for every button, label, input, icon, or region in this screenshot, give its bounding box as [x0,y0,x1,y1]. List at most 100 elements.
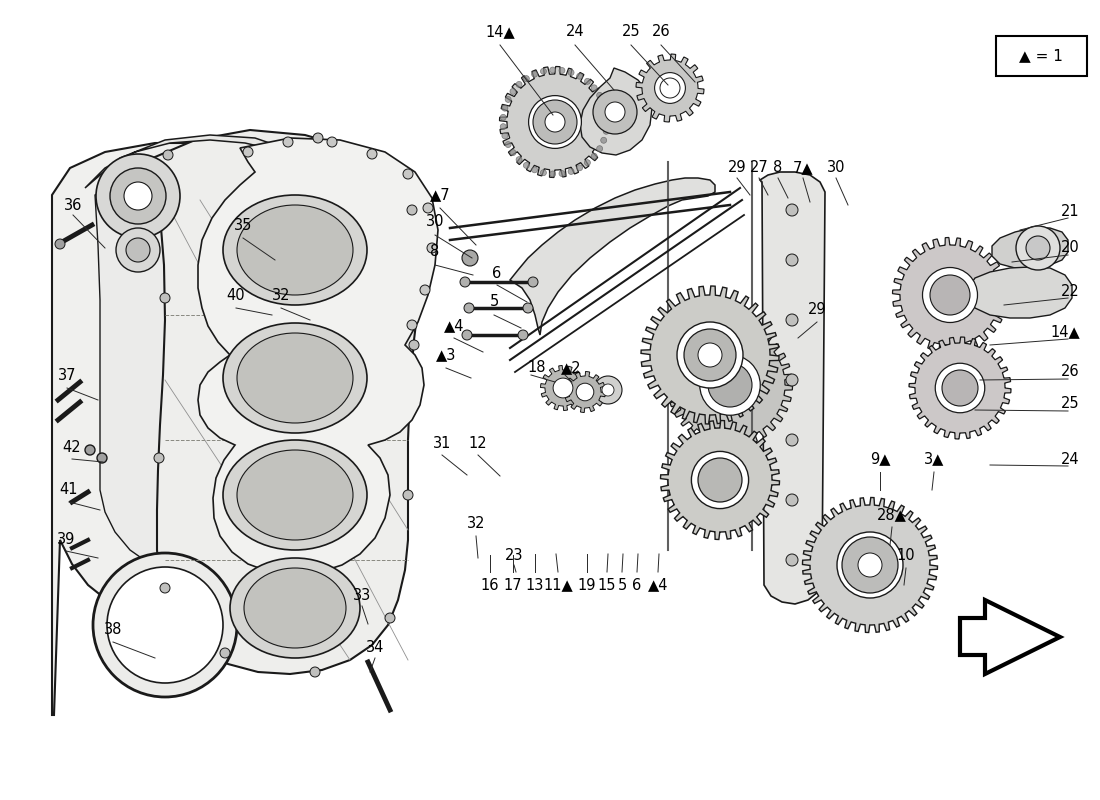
Circle shape [584,160,591,166]
Circle shape [94,553,236,697]
Text: 9▲: 9▲ [870,451,890,466]
Circle shape [407,205,417,215]
Ellipse shape [244,568,346,648]
Circle shape [518,330,528,340]
Circle shape [243,147,253,157]
Circle shape [510,89,516,94]
Circle shape [516,157,522,162]
Ellipse shape [236,333,353,423]
Circle shape [708,363,752,407]
Circle shape [116,228,160,272]
Circle shape [96,154,180,238]
Circle shape [85,445,95,455]
Circle shape [283,137,293,147]
Circle shape [403,490,412,500]
Polygon shape [540,366,585,410]
Circle shape [220,648,230,658]
Polygon shape [803,498,937,633]
Circle shape [698,458,742,502]
Text: 35: 35 [234,218,252,234]
Circle shape [591,85,597,90]
Circle shape [593,90,637,134]
Circle shape [591,154,597,159]
Circle shape [516,82,522,87]
Circle shape [559,170,565,177]
Circle shape [502,133,508,139]
Circle shape [568,70,574,75]
Ellipse shape [230,558,360,658]
Polygon shape [85,135,340,300]
Circle shape [367,149,377,159]
Polygon shape [52,143,346,715]
Ellipse shape [223,195,367,305]
Circle shape [160,583,170,593]
Circle shape [126,238,150,262]
Circle shape [837,532,903,598]
Circle shape [310,667,320,677]
Circle shape [584,78,591,84]
Circle shape [524,162,529,168]
Text: 12: 12 [469,435,487,450]
Text: ▲3: ▲3 [436,347,456,362]
Text: 20: 20 [1062,241,1080,255]
Circle shape [786,254,798,266]
Circle shape [55,239,65,249]
Ellipse shape [236,205,353,295]
Circle shape [596,92,603,98]
Circle shape [942,370,978,406]
Text: 13: 13 [526,578,544,593]
Circle shape [110,168,166,224]
Text: 14▲: 14▲ [485,25,515,39]
Circle shape [327,137,337,147]
Circle shape [505,97,512,102]
Text: ▲ = 1: ▲ = 1 [1020,49,1063,63]
Circle shape [107,567,223,683]
Circle shape [529,95,582,149]
Circle shape [531,167,538,173]
Polygon shape [760,172,825,604]
Text: 39: 39 [57,531,75,546]
Text: 27: 27 [749,161,769,175]
Text: 6: 6 [632,578,641,593]
Circle shape [500,124,506,130]
Circle shape [786,314,798,326]
Ellipse shape [236,450,353,540]
Text: 28▲: 28▲ [877,507,906,522]
Polygon shape [968,267,1072,318]
Polygon shape [909,337,1011,439]
Circle shape [505,142,512,147]
Text: 16: 16 [481,578,499,593]
Polygon shape [960,600,1060,674]
Circle shape [502,105,508,111]
Circle shape [524,76,529,82]
Text: 11▲: 11▲ [543,578,573,593]
Polygon shape [641,286,779,424]
Circle shape [550,67,556,73]
Circle shape [462,250,478,266]
Circle shape [1026,236,1050,260]
Text: 7▲: 7▲ [793,161,813,175]
Circle shape [460,277,470,287]
Text: 40: 40 [227,289,245,303]
Circle shape [601,101,607,106]
Circle shape [154,453,164,463]
Circle shape [409,340,419,350]
Text: 14▲: 14▲ [1050,325,1080,339]
Circle shape [786,494,798,506]
Polygon shape [668,322,792,447]
Text: 5: 5 [617,578,627,593]
Polygon shape [148,130,422,674]
Text: 42: 42 [63,439,81,454]
Circle shape [842,537,898,593]
Text: 30: 30 [426,214,444,230]
Circle shape [786,204,798,216]
Text: 34: 34 [366,639,384,654]
Text: 5: 5 [490,294,498,310]
Polygon shape [499,66,611,178]
Text: 17: 17 [504,578,522,593]
Circle shape [385,613,395,623]
Circle shape [528,277,538,287]
Circle shape [786,554,798,566]
Polygon shape [660,421,780,539]
Text: 30: 30 [827,161,845,175]
